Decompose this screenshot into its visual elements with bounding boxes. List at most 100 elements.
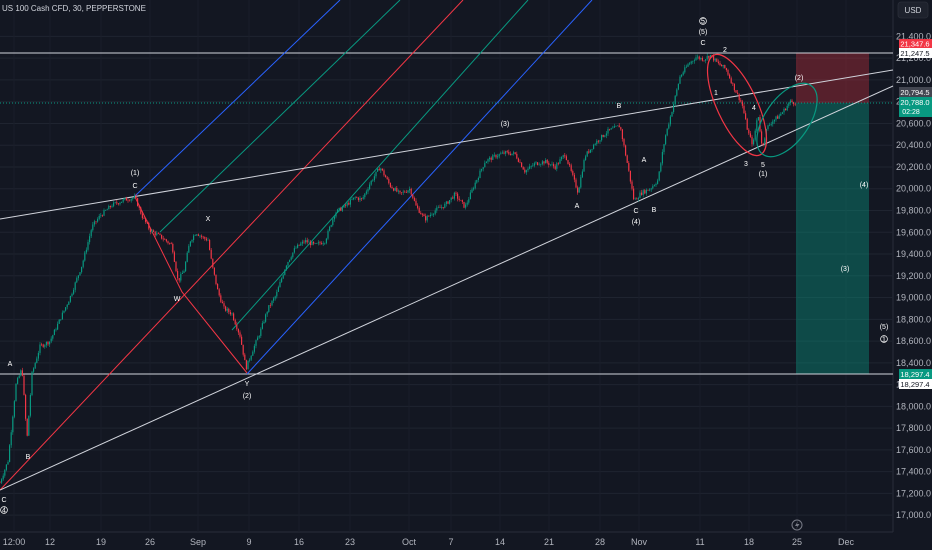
trendline-upper[interactable] <box>0 69 894 220</box>
candle-body <box>612 127 614 129</box>
candle-body <box>541 161 543 165</box>
candle-body <box>405 192 407 193</box>
candle-body <box>28 415 30 436</box>
candle-body <box>66 304 68 308</box>
take-profit-zone[interactable] <box>796 103 869 374</box>
candle-body <box>410 188 412 195</box>
time-tick-label: 9 <box>246 537 251 547</box>
candle-body <box>116 202 118 204</box>
candle-body <box>570 165 572 172</box>
candle-body <box>577 187 579 193</box>
candle-body <box>469 192 471 200</box>
candle-body <box>98 215 100 219</box>
candle-body <box>202 236 204 238</box>
time-tick-label: 16 <box>294 537 304 547</box>
candle-body <box>349 199 351 205</box>
candle-body <box>285 265 287 270</box>
candle-body <box>485 161 487 164</box>
candle-body <box>245 360 247 370</box>
price-tag-white-top <box>899 48 932 58</box>
candle-body <box>517 158 519 162</box>
candle-body <box>477 178 479 180</box>
candle-body <box>60 319 62 320</box>
candle-body <box>85 249 87 253</box>
price-tag-current <box>899 97 932 117</box>
candle-body <box>391 186 393 189</box>
candle-body <box>653 185 655 187</box>
candle-body <box>711 54 713 56</box>
candle-body <box>697 56 699 58</box>
candle-body <box>777 116 779 119</box>
candle-body <box>84 252 86 261</box>
candle-body <box>685 66 687 68</box>
candle-body <box>681 74 683 77</box>
candle-body <box>81 266 83 273</box>
candle-body <box>628 162 630 171</box>
candle-body <box>660 163 662 172</box>
wave-label: (3) <box>501 121 510 128</box>
candle-body <box>388 179 390 184</box>
candle-body <box>73 289 75 294</box>
candle-body <box>516 153 518 159</box>
candle-body <box>586 151 588 157</box>
candle-body <box>633 188 635 200</box>
channel-line-blue-lower[interactable] <box>246 0 593 375</box>
candle-body <box>265 314 267 322</box>
wave-path-red[interactable] <box>134 196 248 374</box>
candle-body <box>29 394 31 416</box>
candle-body <box>445 201 447 204</box>
ellipse-green[interactable] <box>745 73 829 167</box>
wave-label: 5 <box>761 162 765 169</box>
candle-body <box>113 202 115 207</box>
candle-body <box>82 260 84 267</box>
channel-line-green-upper[interactable] <box>159 0 401 233</box>
candle-body <box>404 191 406 193</box>
candle-body <box>156 233 158 235</box>
candle-body <box>757 117 759 121</box>
candle-body <box>290 257 292 260</box>
candle-body <box>676 89 678 96</box>
stop-loss-zone[interactable] <box>796 53 869 103</box>
candle-body <box>210 249 212 259</box>
wave-circle-1-text: 1 <box>882 337 886 344</box>
candle-body <box>735 90 737 93</box>
candle-body <box>42 344 44 347</box>
candle-body <box>527 168 529 171</box>
candle-body <box>511 153 513 156</box>
candle-body <box>791 100 793 103</box>
channel-line-green-lower[interactable] <box>231 0 529 331</box>
ellipse-red[interactable] <box>696 47 779 164</box>
lightning-icon[interactable] <box>791 519 803 531</box>
candle-body <box>621 129 623 140</box>
candle-body <box>546 159 548 163</box>
trendline-lower[interactable] <box>0 85 894 491</box>
candle-body <box>17 378 19 384</box>
candle-body <box>69 295 71 302</box>
price-tick-label: 17,800.0 <box>896 423 931 433</box>
candle-body <box>381 168 383 171</box>
candle-body <box>481 169 483 171</box>
candle-body <box>53 329 55 336</box>
currency-badge[interactable] <box>897 1 929 19</box>
candle-body <box>732 83 734 84</box>
candle-body <box>637 197 639 200</box>
candle-body <box>333 216 335 220</box>
candle-body <box>482 167 484 170</box>
candle-body <box>172 244 174 253</box>
channel-line-red-median[interactable] <box>0 0 464 491</box>
candle-body <box>753 139 755 145</box>
candle-body <box>474 182 476 189</box>
candle-body <box>716 58 718 62</box>
candle-body <box>361 198 363 199</box>
channel-line-blue-upper[interactable] <box>134 0 341 197</box>
wave-label: (2) <box>795 75 804 82</box>
candle-body <box>308 241 310 243</box>
candle-body <box>127 200 129 202</box>
symbol-title[interactable]: US 100 Cash CFD, 30, PEPPERSTONE <box>2 4 146 13</box>
wave-label: (1) <box>759 171 768 178</box>
candle-body <box>93 221 95 225</box>
candle-body <box>452 197 454 199</box>
candle-body <box>764 138 766 145</box>
candle-body <box>247 360 249 370</box>
